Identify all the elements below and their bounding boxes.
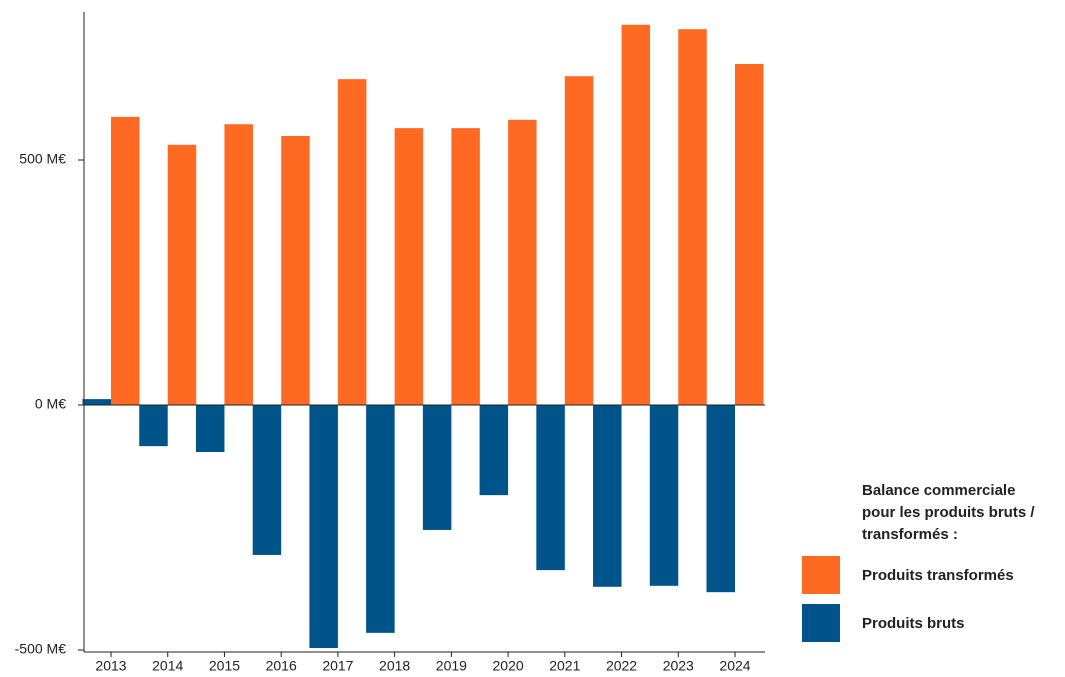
bar [281,135,310,406]
bar [337,79,367,406]
legend-title: Balance commerciale pour les produits br… [862,482,1035,543]
chart: -500 M€ 0 M€ 500 M€ 2013 2014 2015 2016 2017 201… [15,12,765,674]
bar [224,124,253,405]
bar [422,405,452,530]
bar [508,119,537,405]
y-tick-label: -500 M€ [15,641,67,657]
bar [195,405,225,453]
bar [111,116,140,405]
bar [564,76,594,406]
legend-label: Produits transformés [862,566,1014,584]
x-tick-label: 2024 [719,658,750,674]
bar [139,405,168,447]
bar [735,63,764,406]
bar [678,29,707,405]
x-tick-label: 2018 [379,658,410,674]
bar [366,405,395,633]
bar [706,405,735,593]
bar [649,405,679,586]
bar [536,405,565,571]
legend-item: Produits bruts [802,604,1042,642]
bar [309,405,338,649]
legend-items: Produits transformés Produits bruts [802,556,1042,642]
legend-label: Produits bruts [862,614,965,632]
bar [167,144,197,405]
x-tick-label: 2020 [493,658,524,674]
legend-item: Produits transformés [802,556,1042,594]
legend: Balance commerciale pour les produits br… [802,480,1042,642]
bar [621,24,651,405]
bar [451,128,480,405]
x-tick-label: 2016 [266,658,297,674]
x-tick-label: 2021 [549,658,580,674]
bar [252,405,282,555]
x-tick-label: 2019 [436,658,467,674]
x-tick-label: 2023 [663,658,694,674]
bar [82,399,111,405]
bar [479,405,509,496]
y-tick-label: 0 M€ [35,396,66,412]
x-tick-label: 2014 [152,658,183,674]
bar [593,405,622,587]
x-tick-label: 2017 [322,658,353,674]
legend-swatch [802,556,840,594]
legend-swatch [802,604,840,642]
x-tick-label: 2015 [209,658,240,674]
x-tick-label: 2022 [606,658,637,674]
x-tick-label: 2013 [95,658,126,674]
y-tick-label: 500 M€ [19,151,66,167]
bar [394,128,424,405]
